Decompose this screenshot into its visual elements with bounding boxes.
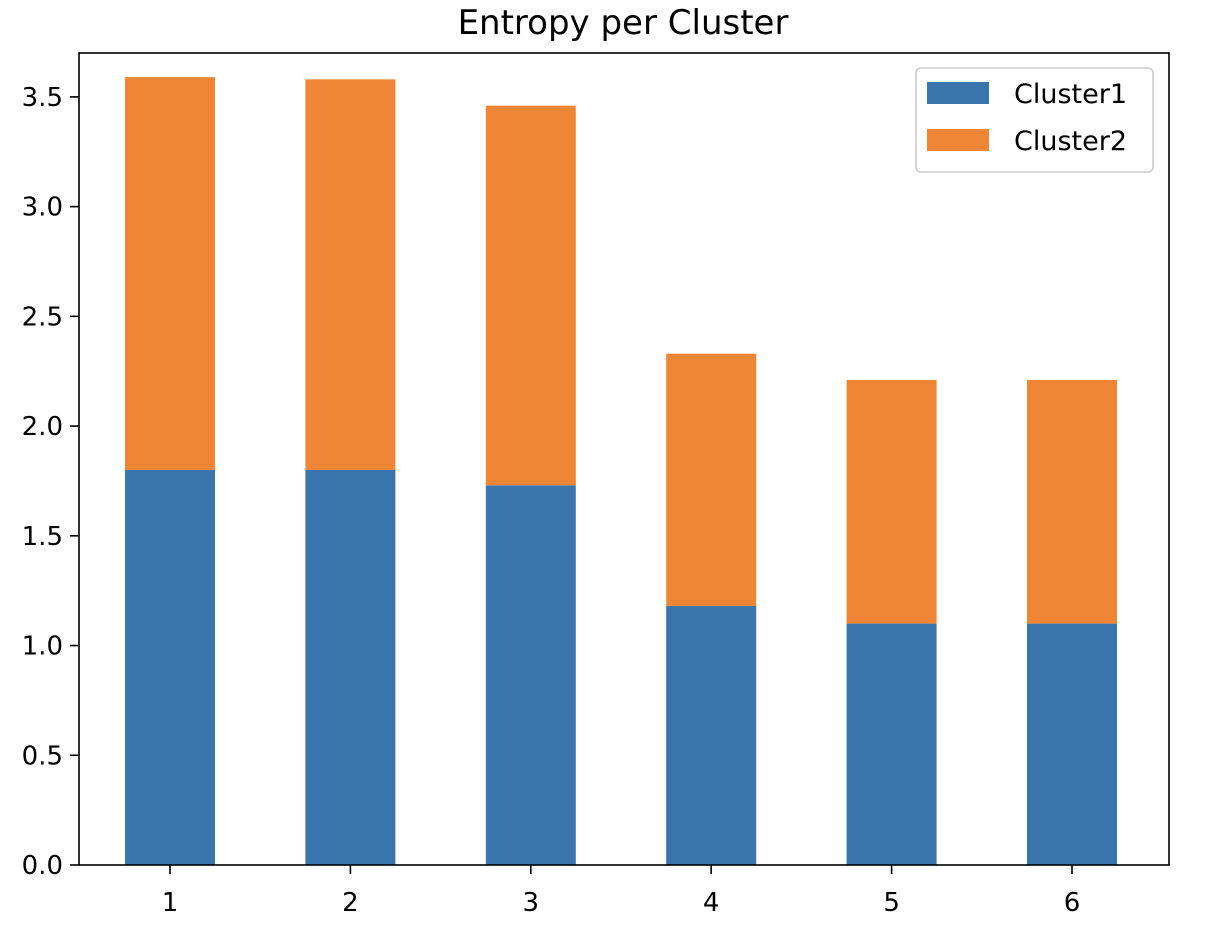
- bar-cluster1-3: [485, 485, 576, 865]
- y-tick-label: 1.0: [22, 632, 63, 662]
- chart-title: Entropy per Cluster: [458, 3, 789, 43]
- x-axis: 1 2 3 4 5 6: [162, 865, 1081, 918]
- bar-cluster2-1: [125, 77, 215, 470]
- bar-cluster2-6: [1027, 379, 1117, 624]
- bar-cluster2-5: [846, 379, 937, 624]
- x-tick-label: 1: [162, 888, 179, 918]
- y-tick-label: 3.5: [22, 83, 63, 113]
- y-tick-label: 0.5: [22, 741, 63, 771]
- bar-cluster1-4: [666, 606, 757, 865]
- x-tick-label: 2: [342, 888, 359, 918]
- legend-label-cluster2: Cluster2: [1014, 126, 1127, 157]
- bar-cluster2-3: [485, 105, 576, 486]
- x-tick-label: 3: [523, 888, 540, 918]
- bar-cluster1-2: [305, 469, 396, 865]
- legend-label-cluster1: Cluster1: [1014, 79, 1127, 110]
- y-tick-label: 2.5: [22, 302, 63, 332]
- bar-cluster1-1: [125, 469, 215, 865]
- y-axis: 0.0 0.5 1.0 1.5 2.0 2.5 3.0 3.5: [22, 83, 79, 881]
- y-tick-label: 0.0: [22, 851, 63, 881]
- y-tick-label: 2.0: [22, 412, 63, 442]
- x-tick-label: 5: [883, 888, 900, 918]
- plot-area-frame: [78, 52, 1170, 866]
- legend-swatch-cluster1: [927, 82, 989, 104]
- bar-cluster2-2: [305, 79, 396, 470]
- legend-swatch-cluster2: [927, 129, 989, 151]
- y-tick-label: 1.5: [22, 522, 63, 552]
- bar-cluster1-6: [1027, 623, 1117, 865]
- x-tick-label: 4: [703, 888, 720, 918]
- legend: Cluster1 Cluster2: [915, 67, 1154, 173]
- x-tick-label: 6: [1064, 888, 1081, 918]
- y-tick-label: 3.0: [22, 193, 63, 223]
- bar-cluster2-4: [666, 353, 757, 607]
- bar-cluster1-5: [846, 623, 937, 865]
- bars-group: [125, 77, 1117, 865]
